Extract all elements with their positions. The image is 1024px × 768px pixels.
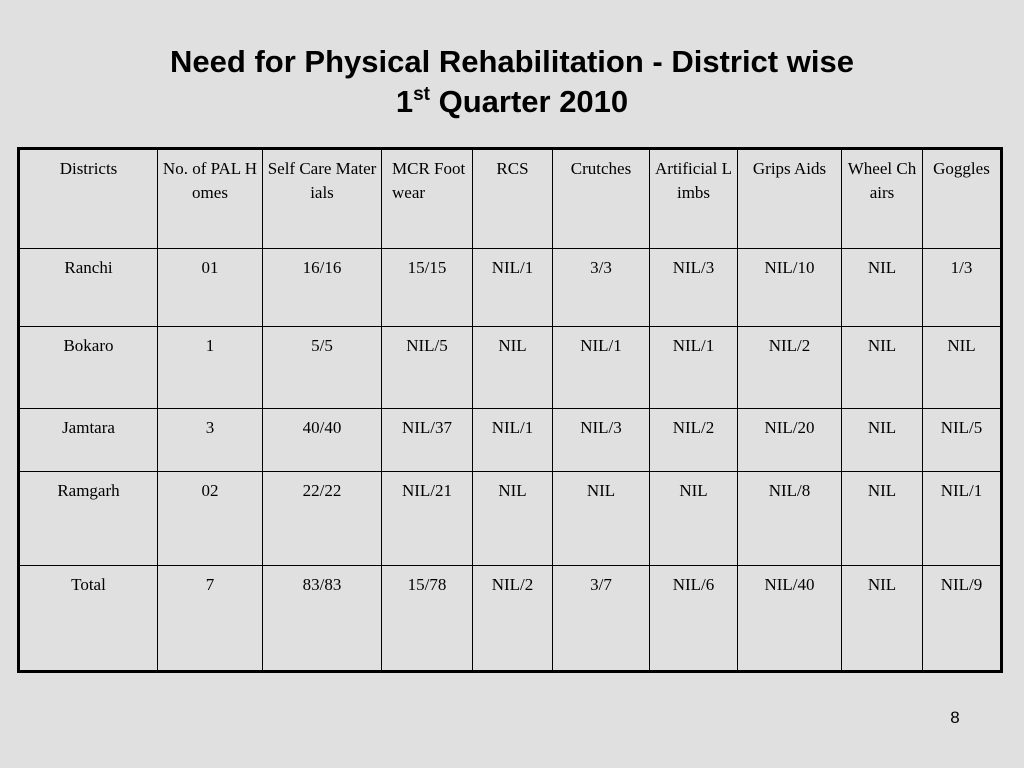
cell-wheel-chairs: NIL	[841, 326, 923, 409]
cell-crutches: 3/3	[552, 248, 650, 327]
cell-goggles: NIL/5	[922, 408, 1002, 472]
slide-title: Need for Physical Rehabilitation - Distr…	[0, 42, 1024, 127]
cell-self-care-materials: 83/83	[262, 565, 382, 672]
cell-wheel-chairs: NIL	[841, 248, 923, 327]
cell-mcr-footwear: NIL/21	[381, 471, 473, 566]
cell-pal-homes: 01	[157, 248, 263, 327]
table-row: Bokaro 1 5/5 NIL/5 NIL NIL/1 NIL/1 NIL/2…	[18, 326, 1002, 409]
cell-pal-homes: 02	[157, 471, 263, 566]
header-self-care-materials: Self Care Materials	[262, 148, 382, 249]
title-line-2: 1st Quarter 2010	[0, 82, 1024, 127]
cell-pal-homes: 3	[157, 408, 263, 472]
cell-pal-homes: 7	[157, 565, 263, 672]
cell-district: Bokaro	[18, 326, 158, 409]
header-districts: Districts	[18, 148, 158, 249]
cell-district-total: Total	[18, 565, 158, 672]
table-row: Ramgarh 02 22/22 NIL/21 NIL NIL NIL NIL/…	[18, 471, 1002, 566]
cell-wheel-chairs: NIL	[841, 408, 923, 472]
cell-self-care-materials: 5/5	[262, 326, 382, 409]
header-grips-aids: Grips Aids	[737, 148, 842, 249]
cell-wheel-chairs: NIL	[841, 471, 923, 566]
header-wheel-chairs: Wheel Chairs	[841, 148, 923, 249]
cell-goggles: 1/3	[922, 248, 1002, 327]
table-row-total: Total 7 83/83 15/78 NIL/2 3/7 NIL/6 NIL/…	[18, 565, 1002, 672]
cell-artificial-limbs: NIL	[649, 471, 738, 566]
title-line-1: Need for Physical Rehabilitation - Distr…	[170, 44, 854, 79]
cell-mcr-footwear: NIL/37	[381, 408, 473, 472]
cell-district: Ranchi	[18, 248, 158, 327]
cell-goggles: NIL/1	[922, 471, 1002, 566]
cell-grips-aids: NIL/10	[737, 248, 842, 327]
cell-grips-aids: NIL/40	[737, 565, 842, 672]
cell-district: Ramgarh	[18, 471, 158, 566]
cell-crutches: NIL/3	[552, 408, 650, 472]
cell-artificial-limbs: NIL/3	[649, 248, 738, 327]
header-pal-homes: No. of PAL Homes	[157, 148, 263, 249]
cell-rcs: NIL/1	[472, 248, 553, 327]
cell-rcs: NIL	[472, 471, 553, 566]
cell-artificial-limbs: NIL/6	[649, 565, 738, 672]
cell-self-care-materials: 22/22	[262, 471, 382, 566]
cell-mcr-footwear: 15/78	[381, 565, 473, 672]
cell-self-care-materials: 40/40	[262, 408, 382, 472]
header-crutches: Crutches	[552, 148, 650, 249]
cell-goggles: NIL/9	[922, 565, 1002, 672]
cell-mcr-footwear: NIL/5	[381, 326, 473, 409]
cell-mcr-footwear: 15/15	[381, 248, 473, 327]
cell-rcs: NIL	[472, 326, 553, 409]
cell-artificial-limbs: NIL/2	[649, 408, 738, 472]
cell-district: Jamtara	[18, 408, 158, 472]
title-quarter-number: 1	[395, 84, 414, 119]
cell-grips-aids: NIL/20	[737, 408, 842, 472]
page-number: 8	[950, 708, 960, 727]
cell-grips-aids: NIL/8	[737, 471, 842, 566]
table-row: Jamtara 3 40/40 NIL/37 NIL/1 NIL/3 NIL/2…	[18, 408, 1002, 472]
cell-crutches: NIL/1	[552, 326, 650, 409]
cell-crutches: 3/7	[552, 565, 650, 672]
cell-crutches: NIL	[552, 471, 650, 566]
cell-grips-aids: NIL/2	[737, 326, 842, 409]
cell-rcs: NIL/2	[472, 565, 553, 672]
cell-artificial-limbs: NIL/1	[649, 326, 738, 409]
header-rcs: RCS	[472, 148, 553, 249]
title-quarter-text: Quarter 2010	[429, 84, 629, 119]
cell-wheel-chairs: NIL	[841, 565, 923, 672]
cell-pal-homes: 1	[157, 326, 263, 409]
cell-goggles: NIL	[922, 326, 1002, 409]
header-artificial-limbs: Artificial Limbs	[649, 148, 738, 249]
header-goggles: Goggles	[922, 148, 1002, 249]
cell-self-care-materials: 16/16	[262, 248, 382, 327]
header-row: Districts No. of PAL Homes Self Care Mat…	[18, 148, 1002, 249]
cell-rcs: NIL/1	[472, 408, 553, 472]
rehabilitation-table: Districts No. of PAL Homes Self Care Mat…	[17, 147, 1003, 673]
title-ordinal-suffix: st	[413, 84, 430, 105]
table-row: Ranchi 01 16/16 15/15 NIL/1 3/3 NIL/3 NI…	[18, 248, 1002, 327]
header-mcr-footwear: MCR Footwear	[381, 148, 473, 249]
